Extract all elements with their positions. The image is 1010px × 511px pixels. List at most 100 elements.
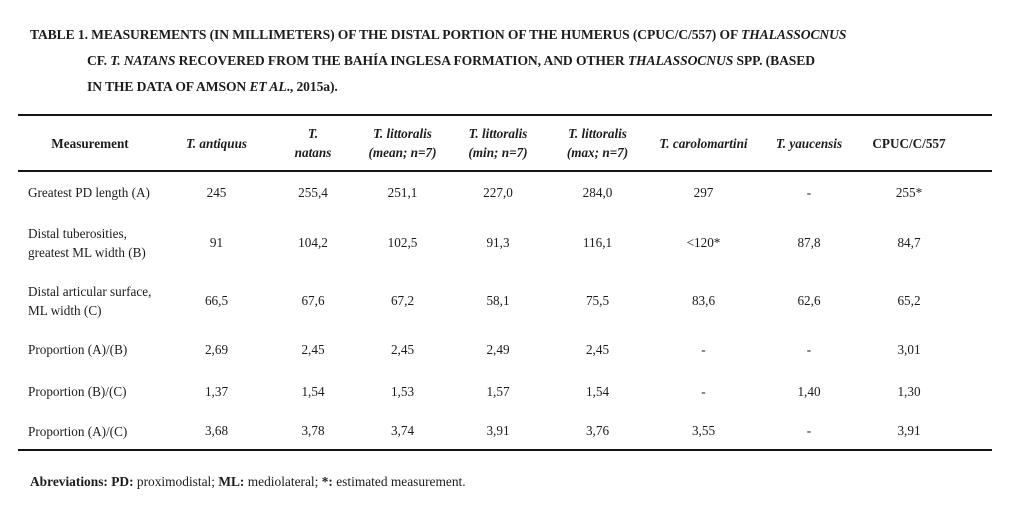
row-label-text: greatest ML width (B) bbox=[28, 244, 146, 260]
cell-value: 2,69 bbox=[204, 341, 229, 357]
cell-value: 255,4 bbox=[298, 184, 328, 200]
column-header-cpuc-c-557: CPUC/C/557 bbox=[860, 115, 992, 171]
column-header-t-littoralis-min: T. littoralis (min; n=7) bbox=[450, 115, 546, 171]
table-row-proportion-a-c: Proportion (A)/(C) 3,68 3,78 3,74 3,91 3… bbox=[18, 413, 992, 450]
row-label-text: ML width (C) bbox=[28, 302, 102, 318]
cell-value: - bbox=[701, 383, 706, 399]
cell-value: 1,57 bbox=[486, 383, 510, 399]
caption-line-1: TABLE 1. MEASUREMENTS (IN MILLIMETERS) O… bbox=[30, 22, 990, 48]
row-label-text: Distal articular surface, bbox=[28, 283, 152, 299]
caption-text: ., 2015a). bbox=[286, 79, 338, 94]
table-row-distal-articular-surface: Distal articular surface, ML width (C) 66… bbox=[18, 272, 992, 329]
column-header-t-littoralis-mean: T. littoralis (mean; n=7) bbox=[355, 115, 450, 171]
cell-value: 2,45 bbox=[390, 341, 415, 357]
cell-value: 104,2 bbox=[298, 234, 328, 250]
cell-value: 255* bbox=[895, 184, 923, 200]
cell-value: 66,5 bbox=[204, 292, 229, 308]
footnote-term: PD: bbox=[111, 474, 134, 489]
caption-text: CF. bbox=[87, 53, 111, 68]
footnote-definition: proximodistal; bbox=[133, 474, 219, 489]
cell-value: 3,74 bbox=[390, 423, 415, 438]
table-row-proportion-a-b: Proportion (A)/(B) 2,69 2,45 2,45 2,49 2… bbox=[18, 329, 992, 370]
cell-value: 3,68 bbox=[204, 423, 229, 438]
header-row: Measurement T. antiquus T. natans T. litt… bbox=[18, 115, 992, 171]
header-label: (min; n=7) bbox=[468, 145, 528, 160]
header-label: (max; n=7) bbox=[566, 145, 629, 160]
cell-value: 3,91 bbox=[486, 423, 510, 438]
cell-value: 284,0 bbox=[582, 184, 613, 200]
footnote-definition: mediolateral; bbox=[244, 474, 322, 489]
cell-value: 65,2 bbox=[897, 292, 921, 308]
cell-value: 102,5 bbox=[387, 234, 418, 250]
row-label-text: Proportion (B)/(C) bbox=[28, 384, 127, 399]
cell-value: 1,37 bbox=[204, 383, 229, 399]
caption-taxon-name: THALASSOCNUS bbox=[627, 53, 734, 68]
footnote-term: ML: bbox=[218, 474, 245, 489]
footnote-definition: estimated measurement. bbox=[332, 474, 466, 489]
cell-value: <120* bbox=[686, 234, 721, 250]
cell-value: 3,55 bbox=[691, 423, 716, 438]
header-label: T. littoralis bbox=[373, 126, 432, 141]
cell-value: 227,0 bbox=[483, 184, 513, 200]
column-header-t-littoralis-max: T. littoralis (max; n=7) bbox=[546, 115, 649, 171]
cell-value: 1,40 bbox=[797, 383, 821, 399]
header-label: Measurement bbox=[51, 135, 129, 151]
cell-value: 58,1 bbox=[486, 292, 510, 308]
measurements-table: Measurement T. antiquus T. natans T. litt… bbox=[18, 114, 992, 451]
footnote-term: Abreviations: bbox=[30, 474, 112, 489]
column-header-t-yaucensis: T. yaucensis bbox=[758, 115, 860, 171]
caption-text: SPP. (BASED bbox=[733, 53, 815, 68]
row-label: Proportion (A)/(C) bbox=[18, 413, 162, 450]
footnote-term: *: bbox=[321, 474, 333, 489]
caption-et-al: ET AL bbox=[249, 79, 287, 94]
cell-value: 1,30 bbox=[897, 383, 921, 399]
caption-text: IN THE DATA OF AMSON bbox=[87, 79, 250, 94]
row-label: Proportion (A)/(B) bbox=[18, 329, 162, 370]
cell-value: 3,91 bbox=[897, 423, 921, 438]
caption-line-3: IN THE DATA OF AMSON ET AL., 2015a). bbox=[30, 74, 990, 100]
header-label: CPUC/C/557 bbox=[872, 135, 946, 151]
cell-value: 251,1 bbox=[387, 184, 418, 200]
row-label-text: Distal tuberosities, bbox=[28, 225, 127, 241]
row-label: Distal tuberosities, greatest ML width (B… bbox=[18, 213, 162, 272]
table-row-greatest-pd-length: Greatest PD length (A) 245 255,4 251,1 2… bbox=[18, 171, 992, 213]
header-label: T. carolomartini bbox=[659, 135, 748, 151]
cell-value: 67,6 bbox=[301, 292, 325, 308]
cell-value: 1,54 bbox=[585, 383, 610, 399]
row-label: Greatest PD length (A) bbox=[18, 171, 162, 213]
caption-taxon-name: T. NATANS bbox=[110, 53, 176, 68]
column-header-t-natans: T. natans bbox=[271, 115, 355, 171]
cell-value: 3,76 bbox=[585, 423, 610, 438]
cell-value: 245 bbox=[206, 184, 227, 200]
cell-value: - bbox=[806, 341, 812, 357]
cell-value: 91 bbox=[209, 234, 224, 250]
header-label: T. littoralis bbox=[568, 126, 627, 141]
abbreviations-footnote: Abreviations: PD: proximodistal; ML: med… bbox=[30, 472, 466, 492]
cell-value: 91,3 bbox=[486, 234, 510, 250]
cell-value: 83,6 bbox=[691, 292, 716, 308]
header-label: T. antiquus bbox=[185, 135, 248, 151]
column-header-t-antiquus: T. antiquus bbox=[162, 115, 271, 171]
cell-value: 2,45 bbox=[301, 341, 325, 357]
cell-value: - bbox=[806, 423, 812, 438]
cell-value: 3,78 bbox=[301, 423, 325, 438]
cell-value: - bbox=[806, 184, 812, 200]
cell-value: 2,49 bbox=[486, 341, 510, 357]
row-label-text: Proportion (A)/(B) bbox=[28, 342, 128, 357]
cell-value: 1,53 bbox=[390, 383, 415, 399]
header-label: T. yaucensis bbox=[775, 135, 843, 151]
header-label: T. littoralis bbox=[468, 126, 528, 141]
cell-value: 62,6 bbox=[797, 292, 821, 308]
cell-value: 75,5 bbox=[585, 292, 610, 308]
cell-value: 3,01 bbox=[897, 341, 921, 357]
header-label: T. bbox=[307, 126, 319, 141]
cell-value: 2,45 bbox=[585, 341, 610, 357]
header-label: (mean; n=7) bbox=[368, 145, 437, 160]
cell-value: 1,54 bbox=[301, 383, 325, 399]
cell-value: 84,7 bbox=[897, 234, 921, 250]
table-row-proportion-b-c: Proportion (B)/(C) 1,37 1,54 1,53 1,57 1… bbox=[18, 370, 992, 413]
table-row-distal-tuberosities: Distal tuberosities, greatest ML width (B… bbox=[18, 213, 992, 272]
row-label: Distal articular surface, ML width (C) bbox=[18, 272, 162, 329]
cell-value: 116,1 bbox=[582, 234, 613, 250]
